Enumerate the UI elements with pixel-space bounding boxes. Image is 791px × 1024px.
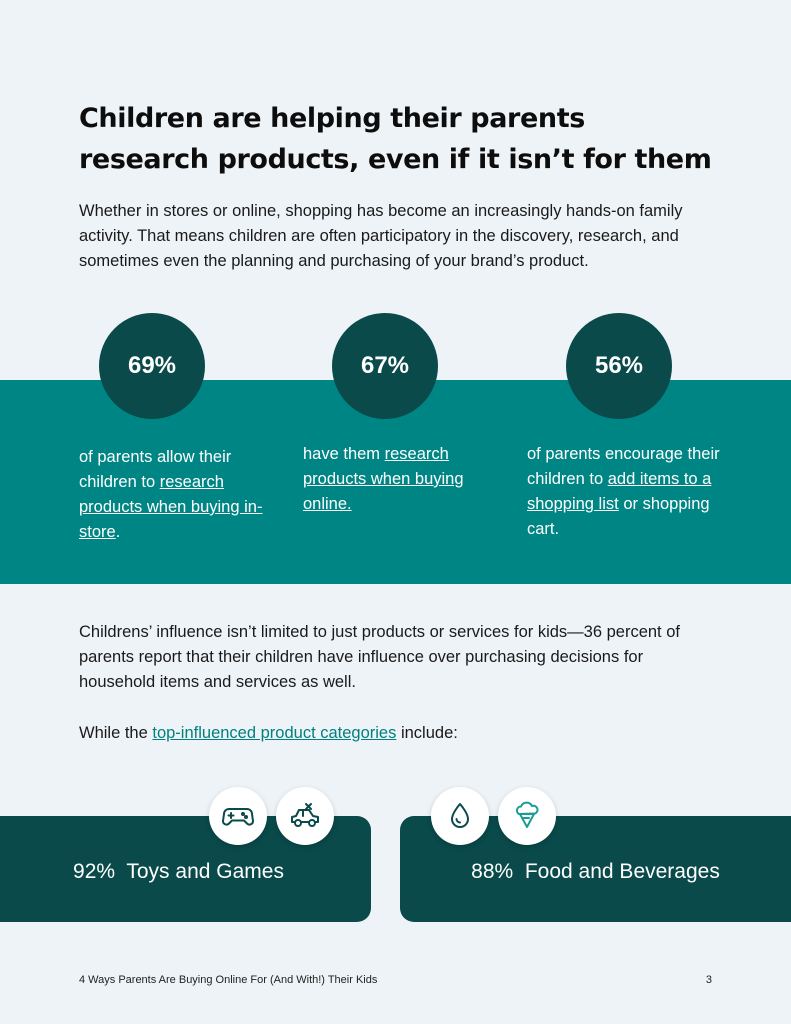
stat-circle-3: 56%	[566, 313, 672, 419]
stat-circle-1: 69%	[99, 313, 205, 419]
category-percent: 88%	[471, 860, 514, 883]
category-percent: 92%	[73, 860, 116, 883]
toy-car-icon	[276, 787, 334, 845]
stat-link-shopping-list[interactable]: add items to a shopping list	[527, 470, 712, 513]
page-number: 3	[705, 974, 712, 986]
stat-value-3: 56%	[594, 352, 644, 379]
top-categories-link[interactable]: top-influenced product categories	[152, 724, 397, 742]
categories-intro: While the top-influenced product categor…	[79, 724, 458, 742]
stat-circle-2: 67%	[332, 313, 438, 419]
stat-link-research-online[interactable]: research products when buying online.	[303, 445, 464, 513]
footer-title: 4 Ways Parents Are Buying Online For (An…	[79, 974, 378, 986]
game-controller-icon	[209, 787, 267, 845]
category-label-food: 88% Food and Beverages	[400, 860, 791, 884]
page-title: Children are helping their parents resea…	[79, 103, 712, 175]
stat-text-1: of parents allow their children to resea…	[79, 448, 263, 541]
water-drop-icon	[431, 787, 489, 845]
ice-cream-icon	[498, 787, 556, 845]
stat-text-2: have them research products when buying …	[303, 445, 464, 513]
stat-value-2: 67%	[360, 352, 410, 379]
category-label-toys: 92% Toys and Games	[0, 860, 371, 884]
influence-paragraph: Childrens’ influence isn’t limited to ju…	[79, 623, 680, 691]
stat-link-research-in-store[interactable]: research products when buying in-store	[79, 473, 263, 541]
category-card-toys: 92% Toys and Games	[0, 816, 371, 922]
intro-paragraph: Whether in stores or online, shopping ha…	[79, 202, 683, 270]
stat-text-3: of parents encourage their children to a…	[527, 445, 720, 538]
category-name: Food and Beverages	[524, 860, 720, 883]
category-name: Toys and Games	[126, 860, 284, 883]
stat-value-1: 69%	[127, 352, 177, 379]
